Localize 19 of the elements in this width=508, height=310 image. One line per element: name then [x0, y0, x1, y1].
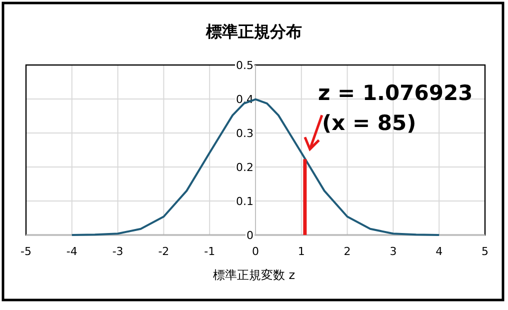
- y-tick-label: 0.3: [236, 127, 254, 140]
- x-tick-label: 5: [482, 245, 488, 258]
- x-tick-label: -5: [20, 245, 32, 258]
- x-tick-label: -3: [112, 245, 124, 258]
- chart-title: 標準正規分布: [205, 22, 302, 41]
- x-axis-title: 標準正規変数 z: [212, 268, 296, 282]
- y-tick-label: 0.1: [236, 195, 254, 208]
- x-tick-label: 4: [436, 245, 443, 258]
- annotation: z = 1.076923: [318, 81, 473, 105]
- y-tick-label: 0.5: [236, 59, 254, 72]
- x-tick-label: -2: [158, 245, 170, 258]
- x-tick-label: -4: [66, 245, 78, 258]
- annotation: (x = 85): [322, 111, 416, 135]
- x-tick-label: 2: [344, 245, 351, 258]
- x-tick-label: -1: [204, 245, 216, 258]
- x-tick-label: 1: [298, 245, 305, 258]
- x-tick-label: 3: [390, 245, 397, 258]
- y-tick-label: 0: [246, 229, 254, 242]
- y-tick-label: 0.2: [236, 161, 254, 174]
